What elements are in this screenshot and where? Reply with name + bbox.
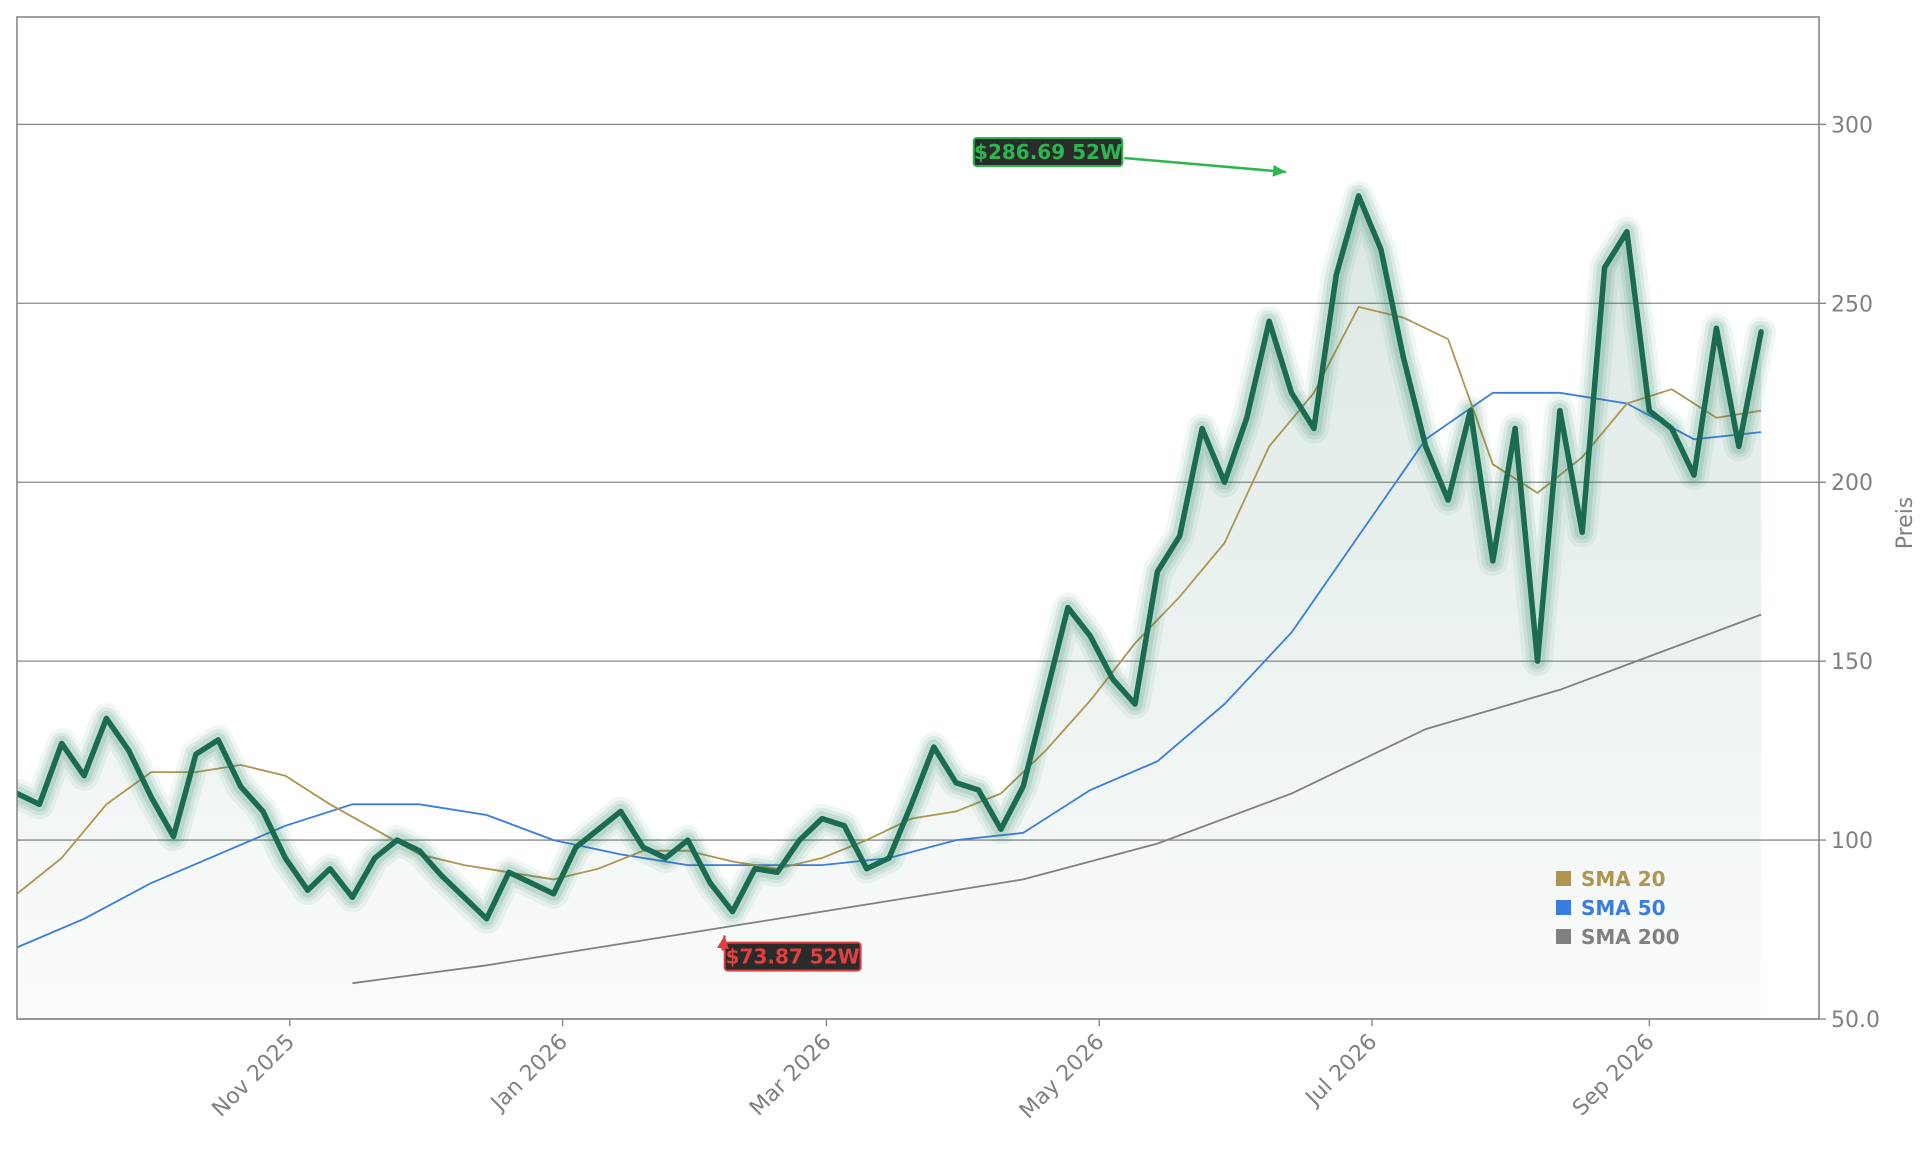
price-area xyxy=(17,195,1762,1019)
x-tick-label: Jul 2026 xyxy=(1300,1030,1382,1112)
y-axis: 50.0 100 150 200 250 300 xyxy=(1819,113,1880,1033)
sma-200-line xyxy=(352,613,1762,985)
x-tick-label: Nov 2025 xyxy=(207,1030,300,1123)
legend-item: SMA 200 xyxy=(1556,925,1680,949)
legend-swatch xyxy=(1556,900,1571,915)
legend-swatch xyxy=(1556,871,1571,886)
legend-swatch xyxy=(1556,929,1571,944)
x-tick-label: Jan 2026 xyxy=(485,1030,573,1118)
annotation-box xyxy=(723,941,862,972)
sma-20-line-group xyxy=(17,305,1762,895)
x-tick-label: Sep 2026 xyxy=(1568,1030,1660,1122)
low-annotation: $73.87 52W xyxy=(717,935,862,972)
annotation-box xyxy=(972,136,1124,167)
annotation-arrow xyxy=(1124,156,1287,174)
x-axis: Nov 2025 Jan 2026 Mar 2026 May 2026 Jul 2026… xyxy=(207,1019,1660,1124)
x-tick-label: May 2026 xyxy=(1015,1030,1109,1124)
sma-20-line xyxy=(17,305,1762,895)
y-tick-label: 50.0 xyxy=(1831,1008,1880,1033)
y-tick-label: 150 xyxy=(1831,650,1873,675)
y-tick-label: 100 xyxy=(1831,829,1873,854)
legend: SMA 20 SMA 50 SMA 200 xyxy=(1556,867,1680,949)
legend-item: SMA 50 xyxy=(1556,896,1666,920)
legend-item: SMA 20 xyxy=(1556,867,1666,891)
annotations: $286.69 52W $73.87 52W xyxy=(717,136,1287,972)
annotation-arrowhead xyxy=(717,935,729,950)
annotation-label: $73.87 52W xyxy=(726,945,860,969)
sma-200-line-group xyxy=(352,613,1762,985)
annotation-label: $286.69 52W xyxy=(974,140,1122,164)
high-annotation: $286.69 52W xyxy=(972,136,1287,177)
x-tick-label: Mar 2026 xyxy=(745,1030,837,1122)
price-line xyxy=(17,193,1764,922)
annotation-arrowhead xyxy=(1272,164,1286,177)
legend-label: SMA 50 xyxy=(1581,896,1666,920)
legend-label: SMA 200 xyxy=(1581,925,1680,949)
legend-label: SMA 20 xyxy=(1581,867,1666,891)
price-area-fill xyxy=(17,195,1762,1019)
y-tick-label: 250 xyxy=(1831,292,1873,317)
plot-frame xyxy=(16,16,1820,1020)
y-tick-label: 300 xyxy=(1831,113,1873,138)
price-line-group xyxy=(17,180,1777,934)
y-axis-title: Preis xyxy=(1893,497,1918,550)
y-tick-label: 200 xyxy=(1831,471,1873,496)
